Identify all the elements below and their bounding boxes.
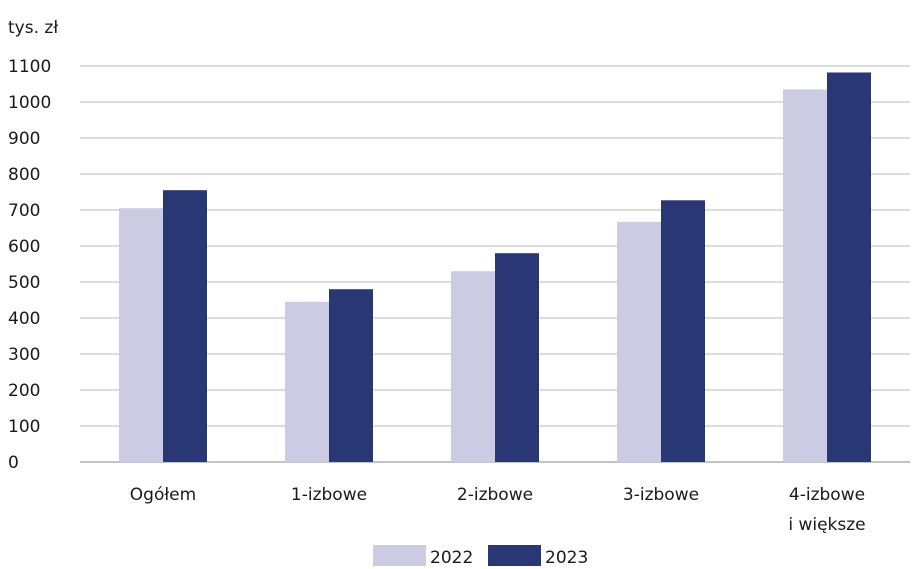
bar-2022 [617, 221, 661, 462]
legend-swatch-2022 [373, 545, 426, 566]
bar-2023 [495, 253, 539, 462]
x-axis: Ogółem 1-izbowe 2-izbowe 3-izbowe 4-izbowe i … [130, 485, 866, 535]
x-tick-label: 1-izbowe [291, 485, 367, 505]
y-tick-label: 200 [8, 381, 40, 401]
y-tick-label: 100 [8, 417, 40, 437]
bar-2023 [661, 200, 705, 462]
bar-2022 [285, 301, 329, 462]
bar-2022 [783, 89, 827, 463]
y-tick-label: 900 [8, 129, 40, 149]
y-tick-label: 600 [8, 237, 40, 257]
x-tick-label: 3-izbowe [623, 485, 699, 505]
legend-label-2022: 2022 [430, 548, 473, 568]
legend-label-2023: 2023 [545, 548, 588, 568]
y-tick-label: 1100 [8, 57, 51, 77]
y-tick-label: 400 [8, 309, 40, 329]
bar-2023 [163, 190, 207, 462]
y-tick-label: 500 [8, 273, 40, 293]
x-tick-label: 4-izbowe [789, 485, 865, 505]
y-tick-label: 800 [8, 165, 40, 185]
legend-swatch-2023 [488, 545, 541, 566]
bar-2022 [451, 271, 495, 462]
bar-2023 [329, 289, 373, 462]
bar-2022 [119, 208, 163, 462]
unit-label: tys. zł [8, 18, 58, 38]
y-tick-label: 700 [8, 201, 40, 221]
x-tick-label: 2-izbowe [457, 485, 533, 505]
bar-2023 [827, 72, 871, 462]
x-tick-label: i większe [788, 515, 865, 535]
x-tick-label: Ogółem [130, 485, 196, 505]
y-tick-label: 1000 [8, 93, 51, 113]
y-axis: 0 100 200 300 400 500 600 700 800 900 1000 1100 [8, 57, 51, 473]
y-tick-label: 300 [8, 345, 40, 365]
y-tick-label: 0 [8, 453, 19, 473]
bars [119, 72, 871, 463]
legend: 2022 2023 [373, 545, 588, 568]
